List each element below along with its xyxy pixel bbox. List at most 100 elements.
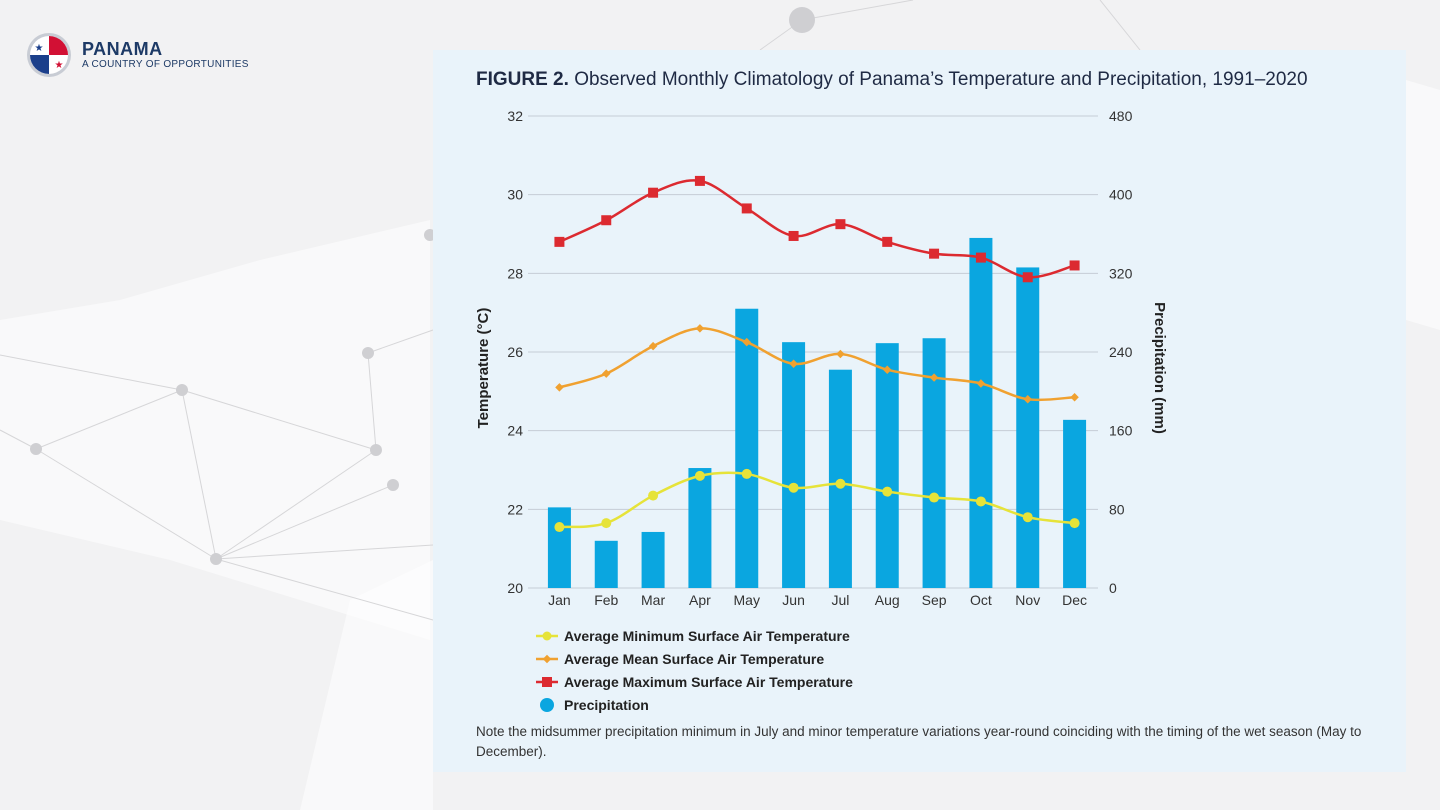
max-temp-point — [835, 219, 846, 230]
x-tick-label: Dec — [1062, 592, 1087, 608]
x-tick-label: Apr — [689, 592, 711, 608]
mean-temp-point — [789, 359, 798, 369]
x-tick-label: Sep — [922, 592, 947, 608]
chart-legend: Average Minimum Surface Air Temperature … — [536, 624, 853, 716]
x-tick-label: Aug — [875, 592, 900, 608]
y-tick-label: 24 — [507, 423, 523, 439]
y-tick-label: 32 — [507, 108, 523, 124]
y2-tick-label: 400 — [1109, 187, 1133, 203]
legend-item-min-temp: Average Minimum Surface Air Temperature — [536, 624, 853, 647]
y-tick-label: 30 — [507, 187, 523, 203]
precipitation-bar — [688, 468, 712, 588]
x-tick-label: Jan — [548, 592, 571, 608]
y-tick-label: 22 — [507, 501, 523, 517]
chart-grid — [528, 115, 1098, 589]
y2-tick-label: 80 — [1109, 501, 1125, 517]
legend-precipitation-label: Precipitation — [564, 696, 649, 713]
temperature-lines — [554, 175, 1080, 533]
mean-temp-point — [648, 341, 658, 351]
mean-temp-point — [836, 349, 845, 359]
x-tick-label: Oct — [970, 592, 992, 608]
figure-label: FIGURE 2. — [476, 69, 569, 90]
mean-temp-point — [929, 373, 939, 382]
y2-tick-label: 480 — [1109, 108, 1133, 124]
mean-temp-point — [555, 383, 564, 392]
legend-max-temp-marker — [536, 676, 558, 687]
svg-text:★: ★ — [55, 60, 64, 71]
background-landmass — [1406, 80, 1440, 330]
x-tick-label: Jul — [831, 592, 849, 608]
x-tick-label: May — [734, 592, 760, 608]
y2-tick-label: 0 — [1109, 580, 1117, 596]
mean-temp-point — [976, 379, 986, 388]
panama-logo: ★ ★ PANAMA A COUNTRY OF OPPORTUNITIES — [26, 32, 249, 78]
min-temp-point — [554, 522, 565, 533]
y-tick-label: 26 — [507, 344, 523, 360]
figure-panel: FIGURE 2. Observed Monthly Climatology o… — [433, 50, 1406, 772]
y-axis-label: Temperature (°C) — [475, 308, 492, 429]
max-temp-point — [1022, 272, 1033, 283]
brand-title: PANAMA — [82, 39, 163, 59]
mean-temp-point — [742, 337, 751, 347]
x-tick-label: Feb — [594, 592, 618, 608]
precipitation-bar — [875, 343, 899, 588]
legend-max-temp-label: Average Maximum Surface Air Temperature — [564, 673, 853, 690]
max-temp-point — [1069, 260, 1080, 271]
svg-text:★: ★ — [35, 43, 44, 54]
legend-min-temp-label: Average Minimum Surface Air Temperature — [564, 627, 850, 644]
axis-ticks: 20 0 22 80 24 160 26 240 28 320 30 400 32 480 Jan Feb Ma… — [507, 108, 1132, 608]
max-temp-point — [929, 248, 940, 259]
precipitation-bar — [1063, 419, 1087, 588]
min-temp-point — [694, 470, 705, 481]
precipitation-bar — [735, 308, 759, 588]
max-temp-point — [648, 187, 659, 198]
precipitation-bar — [547, 507, 571, 588]
precipitation-bar — [782, 342, 806, 588]
mean-temp-point — [1070, 392, 1079, 402]
legend-mean-temp-marker — [536, 654, 558, 663]
mean-temp-point — [883, 365, 892, 374]
logo-text: PANAMA A COUNTRY OF OPPORTUNITIES — [82, 39, 249, 71]
figure-note: Note the midsummer precipitation minimum… — [476, 724, 1362, 759]
figure-title-text: Observed Monthly Climatology of Panama’s… — [574, 69, 1308, 90]
min-temp-point — [648, 490, 659, 501]
max-temp-point — [554, 236, 565, 247]
panama-seal-icon: ★ ★ — [27, 33, 71, 77]
y2-tick-label: 240 — [1109, 344, 1133, 360]
y-tick-label: 28 — [507, 265, 523, 281]
max-temp-point — [975, 252, 986, 263]
precipitation-bar — [969, 237, 993, 588]
mean-temp-line — [559, 327, 1075, 402]
max-temp-point — [601, 215, 612, 226]
y2-tick-label: 320 — [1109, 265, 1133, 281]
mean-temp-point — [602, 369, 611, 378]
min-temp-point — [1069, 518, 1080, 529]
x-tick-label: Mar — [641, 592, 665, 608]
precipitation-bar — [922, 338, 946, 588]
max-temp-point — [788, 230, 799, 241]
max-temp-point — [741, 203, 752, 214]
legend-item-max-temp: Average Maximum Surface Air Temperature — [536, 670, 853, 693]
legend-item-mean-temp: Average Mean Surface Air Temperature — [536, 647, 853, 670]
min-temp-point — [835, 478, 846, 489]
brand-subtitle: A COUNTRY OF OPPORTUNITIES — [82, 59, 249, 70]
min-temp-point — [788, 482, 799, 493]
min-temp-point — [975, 496, 986, 507]
y2-tick-label: 160 — [1109, 423, 1133, 439]
x-tick-label: Nov — [1015, 592, 1040, 608]
background-landmass — [300, 560, 433, 810]
precipitation-bar — [594, 540, 618, 588]
legend-mean-temp-label: Average Mean Surface Air Temperature — [564, 650, 825, 667]
y-tick-label: 20 — [507, 580, 523, 596]
min-temp-point — [929, 492, 940, 503]
max-temp-point — [694, 175, 705, 186]
y2-axis-label: Precipitation (mm) — [1151, 302, 1168, 434]
legend-item-precipitation: Precipitation — [536, 693, 853, 716]
x-tick-label: Jun — [782, 592, 805, 608]
precipitation-bar — [1016, 267, 1040, 588]
precipitation-bars — [547, 237, 1087, 588]
precipitation-bar — [641, 531, 665, 588]
min-temp-point — [741, 468, 752, 479]
max-temp-point — [882, 236, 893, 247]
